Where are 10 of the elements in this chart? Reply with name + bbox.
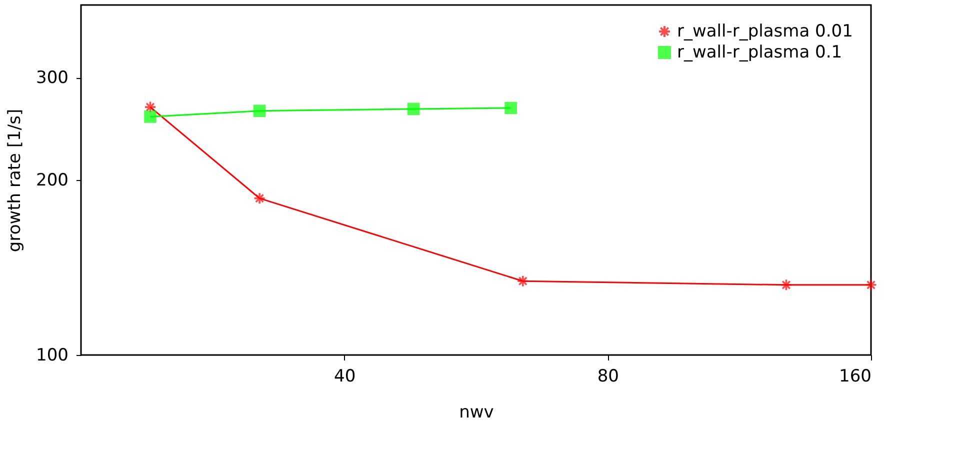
legend-label: r_wall-r_plasma 0.1 (677, 42, 842, 62)
y-tick-label: 200 (36, 170, 68, 190)
x-tick-label: 80 (597, 366, 619, 386)
x-axis-title: nwv (459, 402, 494, 422)
legend-label: r_wall-r_plasma 0.01 (677, 22, 853, 42)
x-tick-label: 40 (334, 366, 356, 386)
x-tick-label: 160 (839, 366, 872, 386)
y-axis-title: growth rate [1/s] (5, 108, 26, 252)
y-tick-label: 100 (36, 346, 68, 366)
y-tick-label: 300 (36, 68, 68, 88)
